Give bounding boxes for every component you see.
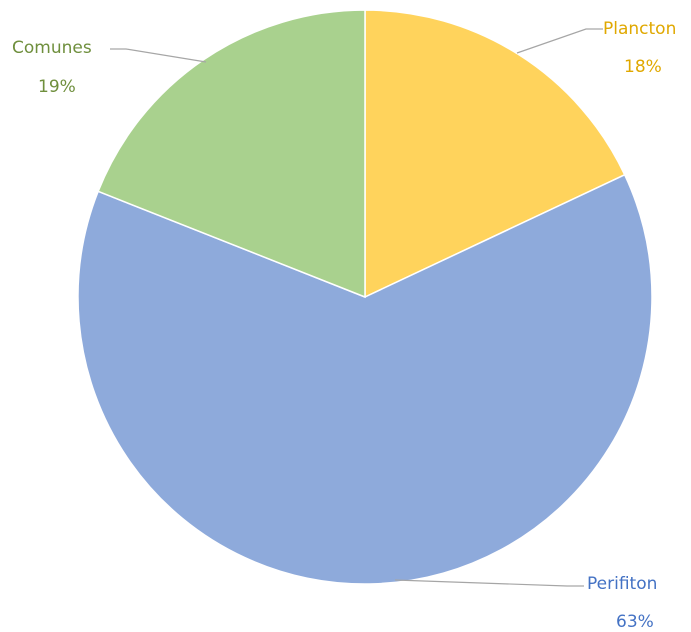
pie-slice-comunes bbox=[97, 9, 366, 299]
slice-percent-comunes: 19% bbox=[38, 77, 76, 97]
leader-lines-layer bbox=[110, 28, 603, 587]
leader-line-comunes bbox=[110, 48, 207, 63]
slice-label-comunes: Comunes bbox=[12, 38, 92, 58]
pie-slice-perifiton bbox=[77, 173, 653, 585]
slices-layer bbox=[77, 9, 653, 585]
leader-line-perifiton bbox=[394, 579, 584, 587]
leader-line-plancton bbox=[516, 28, 603, 54]
pie-slice-plancton bbox=[364, 9, 626, 299]
slice-label-perifiton: Perifiton bbox=[587, 574, 657, 594]
labels-layer: Plancton 18% Perifiton 63% Comunes 19% bbox=[12, 19, 676, 632]
slice-percent-perifiton: 63% bbox=[616, 612, 654, 632]
slice-label-plancton: Plancton bbox=[603, 19, 676, 39]
slice-percent-plancton: 18% bbox=[624, 57, 662, 77]
